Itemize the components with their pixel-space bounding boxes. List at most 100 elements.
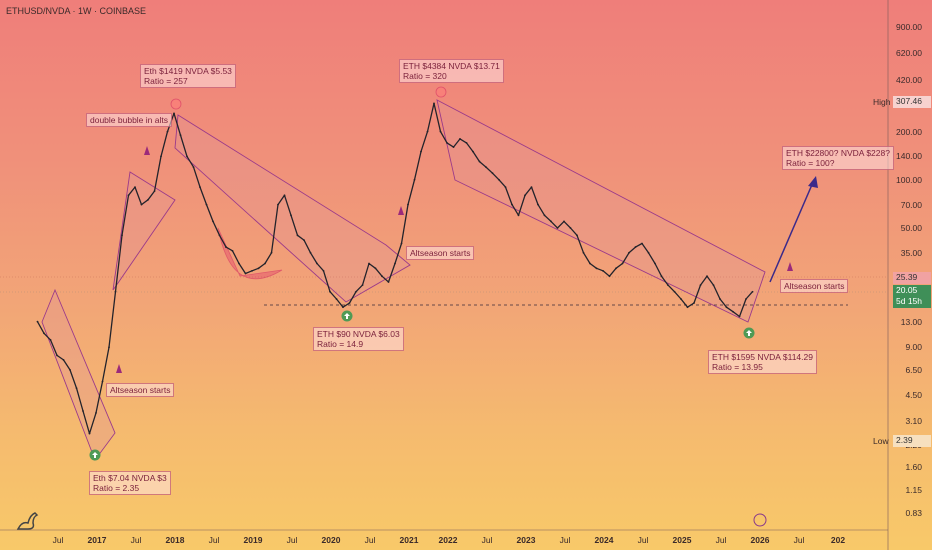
low-label: Low — [873, 436, 889, 446]
series-point — [621, 262, 624, 265]
series-point — [478, 160, 481, 163]
annotation-eth-2016-low[interactable]: Eth $7.04 NVDA $3 Ratio = 2.35 — [89, 471, 171, 495]
x-tick-label: 2021 — [399, 535, 419, 545]
x-tick-label: 2019 — [243, 535, 263, 545]
x-tick-label: 2018 — [165, 535, 185, 545]
series-point — [257, 267, 260, 270]
x-tick-label: Jul — [793, 535, 805, 545]
x-tick-label: Jul — [559, 535, 571, 545]
y-tick-label: 1.60 — [905, 462, 922, 473]
y-tick-label: 50.00 — [900, 222, 922, 233]
series-point — [88, 432, 91, 435]
series-layer — [36, 102, 754, 435]
channel-2018-2020-down — [174, 114, 411, 303]
series-point — [381, 275, 383, 278]
series-point — [550, 220, 552, 223]
series-point — [485, 166, 487, 169]
projection-arrowhead — [808, 176, 818, 188]
rocket-icon — [144, 146, 150, 155]
low-value-box: 2.39 — [893, 435, 931, 447]
series-point — [738, 315, 741, 318]
series-point — [264, 262, 266, 265]
x-tick-label: 202 — [830, 535, 846, 545]
annotation-eth-2021-top[interactable]: ETH $4384 NVDA $13.71 Ratio = 320 — [399, 59, 504, 83]
annotation-eth-2018-top[interactable]: Eth $1419 NVDA $5.53 Ratio = 257 — [140, 64, 236, 88]
series-point — [563, 220, 565, 223]
series-point — [537, 203, 539, 206]
series-point — [491, 172, 494, 175]
series-point — [36, 320, 39, 323]
series-point — [452, 146, 455, 149]
y-tick-label: 140.00 — [896, 151, 922, 162]
series-point — [179, 134, 182, 137]
series-point — [361, 284, 364, 286]
up-arrow-glyph — [92, 452, 98, 458]
x-tick-label: 2025 — [672, 535, 692, 545]
series-point — [641, 242, 643, 245]
series-point — [498, 178, 500, 181]
rocket-icon — [116, 364, 122, 373]
series-point — [511, 203, 513, 206]
annotation-double-bubble[interactable]: double bubble in alts — [86, 113, 172, 127]
series-point — [439, 130, 442, 133]
series-point — [589, 262, 591, 265]
series-point — [335, 298, 338, 300]
x-tick-label: Jul — [481, 535, 493, 545]
series-point — [121, 234, 123, 237]
double-bubble-shape — [217, 227, 283, 280]
series-point — [634, 246, 637, 248]
series-point — [238, 262, 240, 265]
high-value-box: 307.46 — [893, 96, 931, 108]
annotation-line: Altseason starts — [110, 385, 171, 395]
current-price-value: 20.05 — [896, 285, 918, 295]
series-point — [218, 234, 221, 237]
series-point — [101, 380, 104, 383]
annotation-line: double bubble in alts — [90, 115, 168, 125]
series-point — [459, 138, 461, 140]
time-jump-icon — [753, 513, 767, 527]
series-point — [433, 102, 435, 105]
series-point — [602, 269, 604, 272]
series-point — [114, 290, 117, 293]
series-point — [368, 262, 370, 265]
annotation-line: ETH $4384 NVDA $13.71 — [403, 61, 500, 71]
series-point — [75, 387, 78, 390]
series-point — [745, 298, 747, 300]
x-tick-label: 2017 — [87, 535, 107, 545]
y-tick-label: 420.00 — [896, 74, 922, 85]
y-tick-label: 6.50 — [905, 364, 922, 375]
symbol-title: ETHUSD/NVDA · 1W · COINBASE — [6, 6, 147, 16]
series-point — [628, 251, 630, 254]
top-marker-1 — [435, 86, 447, 98]
x-tick-label: Jul — [715, 535, 727, 545]
drawing-overlay — [0, 0, 889, 550]
series-point — [277, 203, 279, 206]
series-point — [283, 194, 286, 197]
annotation-target[interactable]: ETH $22800? NVDA $228? Ratio = 100? — [782, 146, 894, 170]
series-point — [725, 306, 728, 309]
series-point — [465, 141, 468, 144]
x-tick-label: 2023 — [516, 535, 536, 545]
series-point — [543, 214, 546, 217]
series-point — [420, 150, 422, 153]
annotation-altseason-2025[interactable]: Altseason starts — [780, 279, 849, 293]
channel-2016-down — [41, 288, 116, 461]
series-point — [517, 214, 520, 217]
annotation-line: Altseason starts — [784, 281, 845, 291]
y-tick-label: 1.15 — [905, 485, 922, 496]
annotation-altseason-2017[interactable]: Altseason starts — [106, 383, 175, 397]
annotation-altseason-2021[interactable]: Altseason starts — [406, 246, 475, 260]
x-tick-label: Jul — [286, 535, 298, 545]
series-point — [394, 262, 396, 265]
x-tick-label: Jul — [52, 535, 64, 545]
series-point — [270, 251, 273, 254]
annotation-eth-2025-low[interactable]: ETH $1595 NVDA $114.29 Ratio = 13.95 — [708, 350, 817, 374]
series-point — [719, 298, 721, 300]
y-tick-label: 900.00 — [896, 22, 922, 32]
y-tick-label: 0.83 — [905, 508, 922, 518]
series-point — [95, 412, 97, 414]
annotation-eth-2020-low[interactable]: ETH $90 NVDA $6.03 Ratio = 14.9 — [313, 327, 404, 351]
dino-logo-icon — [16, 512, 39, 530]
